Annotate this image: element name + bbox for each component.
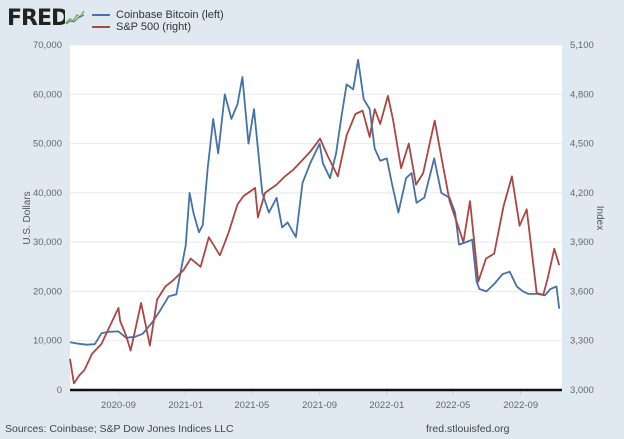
y-right-tick-label: 4,500 bbox=[570, 139, 594, 150]
y-right-tick-label: 5,100 bbox=[570, 40, 594, 51]
grid-lines bbox=[70, 44, 562, 342]
x-tick-label: 2022-09 bbox=[503, 400, 538, 411]
y-left-tick-label: 50,000 bbox=[33, 139, 62, 150]
x-tick-label: 2021-09 bbox=[302, 400, 337, 411]
y-left-tick-label: 60,000 bbox=[33, 89, 62, 100]
x-tick-label: 2022-05 bbox=[435, 400, 470, 411]
series-lines bbox=[69, 58, 561, 385]
y-axis-right-title: Index bbox=[594, 206, 605, 230]
y-right-tick-label: 3,300 bbox=[570, 336, 594, 347]
site-link[interactable]: fred.stlouisfed.org bbox=[426, 423, 510, 435]
series-line-sp500 bbox=[69, 95, 561, 385]
y-axis-left: 0 10,000 20,000 30,000 40,000 50,000 60,000 70,… bbox=[33, 40, 62, 396]
legend-item-sp500[interactable]: S&P 500 (right) bbox=[92, 21, 224, 33]
chart-line-icon bbox=[65, 9, 85, 25]
legend-label-sp500: S&P 500 (right) bbox=[116, 21, 192, 33]
legend-swatch-sp500 bbox=[92, 26, 110, 28]
y-left-tick-label: 20,000 bbox=[33, 286, 62, 297]
sources-note: Sources: Coinbase; S&P Dow Jones Indices… bbox=[5, 423, 234, 435]
y-left-tick-label: 10,000 bbox=[33, 336, 62, 347]
plot-area bbox=[70, 45, 562, 390]
y-left-tick-label: 0 bbox=[57, 385, 62, 396]
x-tick-label: 2022-01 bbox=[369, 400, 404, 411]
y-axis-right: 3,000 3,300 3,600 3,900 4,200 4,500 4,800 5,100 bbox=[570, 40, 594, 396]
x-tick-label: 2020-09 bbox=[101, 400, 136, 411]
series-line-bitcoin bbox=[69, 58, 561, 346]
y-left-tick-label: 70,000 bbox=[33, 40, 62, 51]
chart-header: FRED Coinbase Bitcoin (left) S&P 500 (ri… bbox=[0, 0, 624, 36]
legend-label-bitcoin: Coinbase Bitcoin (left) bbox=[116, 9, 224, 21]
y-right-tick-label: 3,600 bbox=[570, 286, 594, 297]
y-left-tick-label: 40,000 bbox=[33, 188, 62, 199]
legend: Coinbase Bitcoin (left) S&P 500 (right) bbox=[92, 9, 224, 33]
y-right-tick-label: 3,900 bbox=[570, 237, 594, 248]
x-tick-label: 2021-05 bbox=[234, 400, 269, 411]
y-axis-left-title: U.S. Dollars bbox=[22, 191, 33, 244]
x-tick-label: 2021-01 bbox=[168, 400, 203, 411]
y-right-tick-label: 3,000 bbox=[570, 385, 594, 396]
fred-logo: FRED bbox=[7, 6, 69, 31]
y-right-tick-label: 4,800 bbox=[570, 89, 594, 100]
y-left-tick-label: 30,000 bbox=[33, 237, 62, 248]
legend-swatch-bitcoin bbox=[92, 14, 110, 16]
legend-item-bitcoin[interactable]: Coinbase Bitcoin (left) bbox=[92, 9, 224, 21]
x-axis: 2020-09 2021-01 2021-05 2021-09 2022-01 2022-… bbox=[101, 390, 538, 411]
y-right-tick-label: 4,200 bbox=[570, 188, 594, 199]
